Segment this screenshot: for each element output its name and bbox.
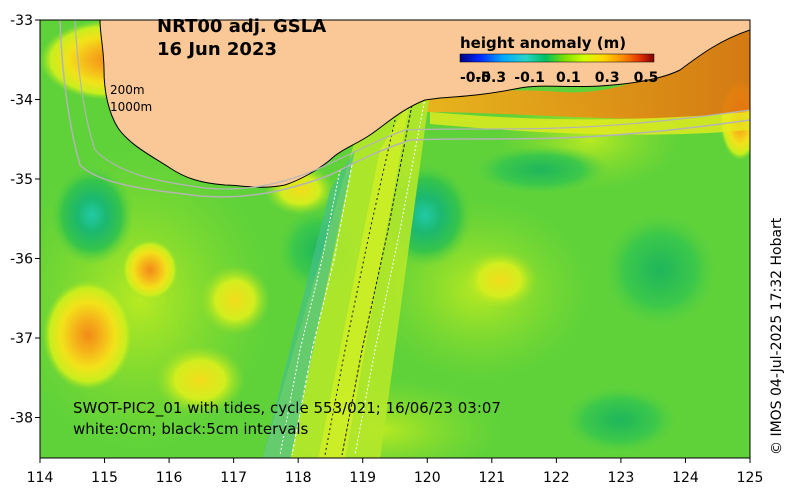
x-axis: 114 115 116 117 118 119 120 121 122 123 124 125 xyxy=(27,458,764,486)
x-tick-label: 115 xyxy=(91,470,118,486)
legend-tick-label: -0.5 xyxy=(460,70,491,86)
y-tick-label: -34 xyxy=(10,93,33,109)
x-tick-label: 116 xyxy=(156,470,183,486)
plot-frame xyxy=(39,19,751,459)
map-title: NRT00 adj. GSLA xyxy=(157,16,326,37)
cold-eddy-west xyxy=(50,165,134,265)
isobath-label-1000m: 1000m xyxy=(110,100,152,114)
color-legend: height anomaly (m) -0.5-0.3 -0.1 0.1 0.3 0.5 xyxy=(459,34,659,86)
cold-eddy-east xyxy=(600,210,720,330)
isobath-label-200m: 200m xyxy=(110,83,145,97)
imos-credit: © IMOS 04-Jul-2025 17:32 Hobart xyxy=(769,217,785,455)
swot-annotation-line1: SWOT-PIC2_01 with tides, cycle 553/021; … xyxy=(73,399,501,418)
x-tick-label: 124 xyxy=(672,470,699,486)
x-tick-label: 122 xyxy=(543,470,570,486)
y-tick-label: -35 xyxy=(10,172,33,188)
x-tick-label: 117 xyxy=(220,470,247,486)
map-date: 16 Jun 2023 xyxy=(157,39,277,60)
y-tick-label: -33 xyxy=(10,13,33,29)
legend-tick-label: 0.1 xyxy=(556,70,581,86)
legend-title: height anomaly (m) xyxy=(460,34,626,52)
y-tick-label: -38 xyxy=(10,411,33,427)
legend-colorbar xyxy=(459,53,655,63)
x-tick-label: 121 xyxy=(478,470,505,486)
isobath-1000m xyxy=(59,20,750,198)
y-axis: -33 -34 -35 -36 -37 -38 xyxy=(10,13,40,427)
warm-eddy-west xyxy=(43,280,133,390)
swot-swath xyxy=(262,92,430,458)
isobath-200m xyxy=(74,20,750,190)
x-tick-label: 114 xyxy=(27,470,54,486)
legend-tick-label: 0.3 xyxy=(595,70,620,86)
x-tick-label: 125 xyxy=(737,470,764,486)
x-tick-label: 118 xyxy=(285,470,312,486)
swot-annotation-line2: white:0cm; black:5cm intervals xyxy=(73,420,309,438)
x-tick-label: 123 xyxy=(608,470,635,486)
x-tick-label: 119 xyxy=(349,470,376,486)
legend-tick-label: -0.1 xyxy=(514,70,545,86)
x-tick-label: 120 xyxy=(414,470,441,486)
y-tick-label: -37 xyxy=(10,331,33,347)
y-tick-label: -36 xyxy=(10,252,33,268)
legend-tick-label: 0.5 xyxy=(634,70,659,86)
plot-area xyxy=(40,20,750,458)
legend-tick-label: -0.3 xyxy=(475,70,506,86)
